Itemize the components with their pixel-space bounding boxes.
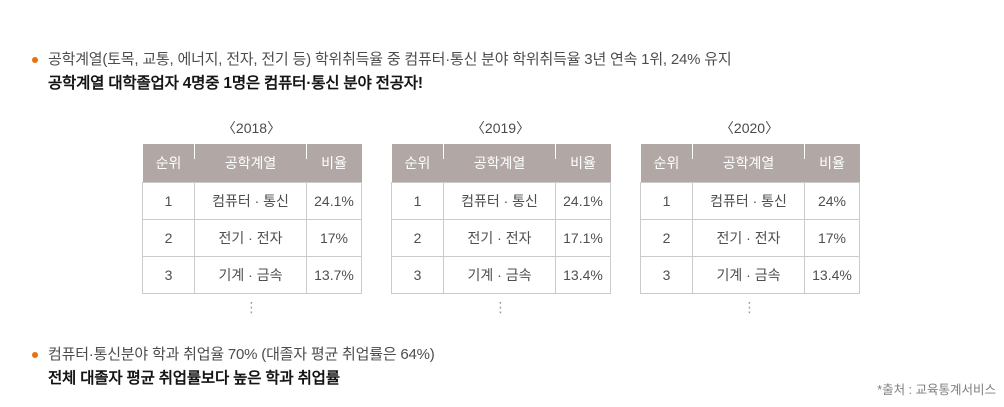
col-header-rate: 비율 (306, 144, 362, 183)
year-tables-section: 〈2018〉 순위 공학계열 비율 1 컴퓨터 · 통신 24.1% (142, 118, 860, 315)
cell-rank: 2 (391, 219, 444, 257)
table-header-row: 순위 공학계열 비율 (391, 144, 611, 183)
table-year-title: 〈2020〉 (719, 120, 780, 136)
table-row: 2 전기 · 전자 17% (142, 219, 362, 257)
cell-rank: 1 (640, 182, 693, 220)
cell-rank: 3 (640, 256, 693, 294)
cell-rank: 1 (391, 182, 444, 220)
rank-table-2019: 순위 공학계열 비율 1 컴퓨터 · 통신 24.1% 2 전기 · 전자 17… (391, 144, 611, 294)
bullet-dot-icon (32, 352, 38, 358)
table-year-title: 〈2019〉 (470, 120, 531, 136)
bullet-dot-icon (32, 57, 38, 63)
col-header-rank: 순위 (640, 144, 694, 183)
col-header-field: 공학계열 (692, 144, 806, 183)
cell-field: 컴퓨터 · 통신 (194, 182, 307, 220)
top-bullet-row: 공학계열(토목, 교통, 에너지, 전자, 전기 등) 학위취득율 중 컴퓨터·… (32, 50, 732, 70)
col-header-rate: 비율 (804, 144, 860, 183)
table-header-row: 순위 공학계열 비율 (142, 144, 362, 183)
cell-field: 전기 · 전자 (692, 219, 805, 257)
cell-field: 기계 · 금속 (692, 256, 805, 294)
cell-field: 컴퓨터 · 통신 (443, 182, 556, 220)
table-block-2019: 〈2019〉 순위 공학계열 비율 1 컴퓨터 · 통신 24.1% (391, 118, 611, 315)
cell-field: 전기 · 전자 (443, 219, 556, 257)
table-row: 1 컴퓨터 · 통신 24% (640, 182, 860, 220)
bottom-line1: 컴퓨터·통신분야 학과 취업율 70% (대졸자 평균 취업률은 64%) (48, 346, 435, 363)
cell-rate: 13.4% (804, 256, 860, 294)
col-header-rank: 순위 (142, 144, 196, 183)
cell-rate: 17.1% (555, 219, 611, 257)
bottom-bullet-row: 컴퓨터·통신분야 학과 취업율 70% (대졸자 평균 취업률은 64%) (32, 345, 435, 365)
table-row: 1 컴퓨터 · 통신 24.1% (142, 182, 362, 220)
bottom-line2-bold: 전체 대졸자 평균 취업률보다 높은 학과 취업률 (48, 370, 340, 387)
table-block-2018: 〈2018〉 순위 공학계열 비율 1 컴퓨터 · 통신 24.1% (142, 118, 362, 315)
cell-field: 기계 · 금속 (194, 256, 307, 294)
table-row: 1 컴퓨터 · 통신 24.1% (391, 182, 611, 220)
col-header-rank: 순위 (391, 144, 445, 183)
source-note: *출처 : 교육통계서비스 (877, 383, 996, 397)
table-row: 3 기계 · 금속 13.4% (391, 256, 611, 294)
table-continuation-ellipsis: ⋮ (742, 299, 757, 315)
table-row: 2 전기 · 전자 17% (640, 219, 860, 257)
table-row: 3 기계 · 금속 13.4% (640, 256, 860, 294)
cell-field: 기계 · 금속 (443, 256, 556, 294)
top-line2-bold: 공학계열 대학졸업자 4명중 1명은 컴퓨터·통신 분야 전공자! (48, 75, 423, 92)
cell-rank: 1 (142, 182, 195, 220)
table-header-row: 순위 공학계열 비율 (640, 144, 860, 183)
cell-rate: 17% (804, 219, 860, 257)
cell-rate: 13.7% (306, 256, 362, 294)
cell-field: 전기 · 전자 (194, 219, 307, 257)
table-row: 3 기계 · 금속 13.7% (142, 256, 362, 294)
table-year-title: 〈2018〉 (221, 120, 282, 136)
table-continuation-ellipsis: ⋮ (244, 299, 259, 315)
cell-rank: 3 (391, 256, 444, 294)
top-text-section: 공학계열(토목, 교통, 에너지, 전자, 전기 등) 학위취득율 중 컴퓨터·… (32, 50, 732, 94)
col-header-rate: 비율 (555, 144, 611, 183)
rank-table-2020: 순위 공학계열 비율 1 컴퓨터 · 통신 24% 2 전기 · 전자 17% (640, 144, 860, 294)
col-header-field: 공학계열 (443, 144, 557, 183)
cell-rank: 2 (640, 219, 693, 257)
table-row: 2 전기 · 전자 17.1% (391, 219, 611, 257)
table-block-2020: 〈2020〉 순위 공학계열 비율 1 컴퓨터 · 통신 24% (640, 118, 860, 315)
cell-field: 컴퓨터 · 통신 (692, 182, 805, 220)
bottom-text-section: 컴퓨터·통신분야 학과 취업율 70% (대졸자 평균 취업률은 64%) 전체… (32, 345, 435, 389)
cell-rate: 24.1% (555, 182, 611, 220)
cell-rank: 3 (142, 256, 195, 294)
cell-rate: 13.4% (555, 256, 611, 294)
cell-rate: 17% (306, 219, 362, 257)
table-continuation-ellipsis: ⋮ (493, 299, 508, 315)
col-header-field: 공학계열 (194, 144, 308, 183)
cell-rate: 24% (804, 182, 860, 220)
rank-table-2018: 순위 공학계열 비율 1 컴퓨터 · 통신 24.1% 2 전기 · 전자 17… (142, 144, 362, 294)
cell-rate: 24.1% (306, 182, 362, 220)
cell-rank: 2 (142, 219, 195, 257)
top-line1: 공학계열(토목, 교통, 에너지, 전자, 전기 등) 학위취득율 중 컴퓨터·… (48, 51, 732, 68)
